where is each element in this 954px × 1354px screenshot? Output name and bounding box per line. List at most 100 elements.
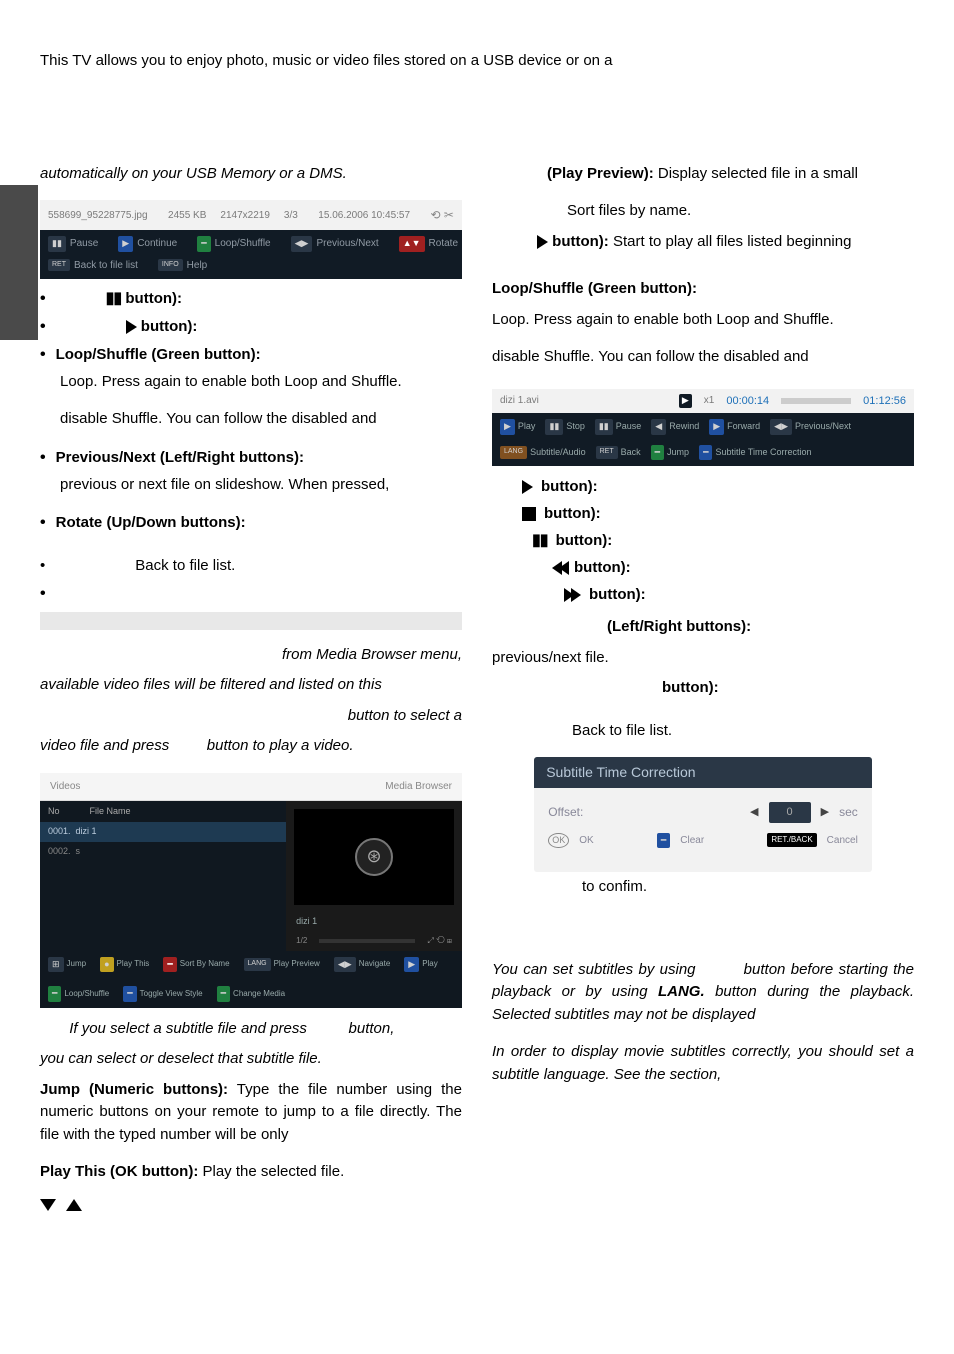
- play-ss-tcur: 00:00:14: [726, 393, 769, 410]
- r-loop-text: Loop. Press again to enable both Loop an…: [492, 309, 914, 332]
- ss-help: Help: [187, 258, 208, 273]
- pause-icon: ▮▮: [532, 529, 548, 553]
- blue-key-icon: ━: [657, 833, 670, 849]
- two-columns: automatically on your USB Memory or a DM…: [40, 163, 914, 1219]
- pause-icon: ▮▮: [106, 287, 122, 311]
- forward-icon: [567, 588, 581, 602]
- playbtn-head: button):: [548, 233, 609, 250]
- ss-back: Back to file list: [74, 258, 138, 273]
- play-ss-file: dizi 1.avi: [500, 393, 667, 408]
- pause-btn-item: ▮▮ button):: [106, 287, 182, 311]
- offset-label: Offset:: [548, 803, 583, 821]
- left-arrow-icon: ◀: [750, 804, 758, 821]
- clear-label: Clear: [680, 833, 704, 848]
- play-icon: [537, 235, 548, 249]
- mb-line2: available video files will be filtered a…: [40, 674, 462, 697]
- col-file: File Name: [90, 805, 131, 819]
- btn-play-line: button):: [522, 476, 914, 499]
- play-screenshot: dizi 1.avi ▶ x1 00:00:14 01:12:56 ▶Play …: [492, 389, 914, 467]
- gray-strip: [40, 612, 462, 630]
- rotate-head-line: • Rotate (Up/Down buttons):: [40, 511, 462, 535]
- photo-screenshot: 558699_95228775.jpg 2455 KB 2147x2219 3/…: [40, 200, 462, 279]
- videos-screenshot: Videos Media Browser No File Name 0001. …: [40, 773, 462, 1008]
- rewind-icon: [552, 561, 566, 575]
- videos-body: No File Name 0001. dizi 1 0002. s ⊛ dizi…: [40, 801, 462, 951]
- btn-fwd-line: button):: [567, 584, 914, 607]
- cancel-label: Cancel: [827, 833, 858, 848]
- back-line: • Back to file list.: [40, 555, 462, 578]
- bullet-icon: •: [40, 511, 46, 535]
- play-ss-top: dizi 1.avi ▶ x1 00:00:14 01:12:56: [492, 389, 914, 414]
- down-up-arrows: [40, 1192, 462, 1219]
- col-no: No: [48, 805, 60, 819]
- bullet-icon: •: [40, 287, 46, 311]
- play-btn-label: button):: [137, 318, 198, 335]
- playbtn-wrap: button):: [537, 233, 609, 250]
- intro-text: This TV allows you to enjoy photo, music…: [40, 50, 914, 73]
- btn-rew-line: button):: [552, 557, 914, 580]
- prev-next-file: previous/next file.: [492, 647, 914, 670]
- prevnext-text: previous or next file on slideshow. When…: [60, 474, 462, 497]
- up-icon: [66, 1199, 82, 1211]
- prevnext-head: Previous/Next (Left/Right buttons):: [56, 447, 304, 470]
- pause-button-line: • ▮▮ button):: [40, 287, 462, 311]
- play-ss-bar: ▶Play ▮▮Stop ▮▮Pause ◀Rewind ▶Forward ◀▶…: [492, 413, 914, 466]
- play-button-line: • button):: [40, 315, 462, 339]
- playthis-head: Play This (OK button):: [40, 1163, 198, 1180]
- prevnext-head-line: • Previous/Next (Left/Right buttons):: [40, 446, 462, 470]
- mb-line1: from Media Browser menu,: [40, 644, 462, 667]
- loop-head: Loop/Shuffle (Green button):: [56, 344, 261, 367]
- play-ss-pbar: [781, 398, 851, 404]
- videos-title: Videos: [50, 779, 80, 794]
- sub-note: If you select a subtitle file and press: [69, 1020, 307, 1037]
- ok-label: OK: [579, 833, 593, 848]
- rotate-head: Rotate (Up/Down buttons):: [56, 512, 246, 535]
- mb-line3: button to select a: [40, 705, 462, 728]
- videos-title-right: Media Browser: [385, 779, 452, 794]
- lang-btn: button):: [662, 677, 914, 700]
- play-ss-ttot: 01:12:56: [863, 393, 906, 410]
- auto-line: automatically on your USB Memory or a DM…: [40, 163, 462, 186]
- mb-line4: video file and press: [40, 737, 169, 754]
- ss-continue: Continue: [137, 236, 177, 251]
- subcorr-offset-row: Offset: ◀ 0 ▶ sec: [548, 802, 858, 823]
- play-btn-item: button):: [126, 316, 198, 339]
- r-loop-head: Loop/Shuffle (Green button):: [492, 278, 914, 301]
- ss-meta: 2455 KB 2147x2219 3/3: [168, 208, 298, 223]
- ss-date: 15.06.2006 10:45:57: [318, 208, 410, 223]
- playthis-para: Play This (OK button): Play the selected…: [40, 1161, 462, 1184]
- playthis-text: Play the selected file.: [198, 1163, 344, 1180]
- videos-cols: No File Name: [40, 801, 286, 823]
- set-sub-para: You can set subtitles by using button be…: [492, 959, 914, 1027]
- loop-text: Loop. Press again to enable both Loop an…: [60, 371, 462, 394]
- play-ss-pbox: ▶: [679, 394, 692, 408]
- subcorr-buttons: OK OK ━ Clear RET./BACK Cancel: [548, 833, 858, 849]
- ss-rotate: Rotate: [429, 236, 458, 251]
- pause-btn-label: button):: [121, 290, 182, 307]
- ss-prevnext: Previous/Next: [316, 236, 378, 251]
- videos-list: No File Name 0001. dizi 1 0002. s: [40, 801, 286, 951]
- confirm-text: to confim.: [582, 876, 914, 899]
- ret-key-icon: RET./BACK: [767, 833, 816, 847]
- sub-note-wrap: If you select a subtitle file and press …: [40, 1018, 462, 1041]
- videos-preview: ⊛ dizi 1 1/2 ⤢ ⟲ ⊞: [286, 801, 462, 951]
- sub-note-b: button,: [349, 1020, 395, 1037]
- playbtn-text: Start to play all files listed beginning: [609, 233, 852, 250]
- bullet-icon: •: [40, 446, 46, 470]
- play-ss-x: x1: [704, 393, 715, 408]
- jump-para: Jump (Numeric buttons): Type the file nu…: [40, 1079, 462, 1147]
- videos-hdr: Videos Media Browser: [40, 773, 462, 801]
- sort-text: Sort files by name.: [567, 200, 914, 223]
- playprev-text: Display selected file in a small: [654, 165, 858, 182]
- ss-filename: 558699_95228775.jpg: [48, 208, 148, 223]
- r-shuffle-text: disable Shuffle. You can follow the disa…: [492, 346, 914, 369]
- disp-para: In order to display movie subtitles corr…: [492, 1041, 914, 1086]
- ss-res: 2147x2219: [220, 208, 270, 223]
- button-stack: button): button): ▮▮ button): button): b…: [522, 476, 914, 606]
- reel-icon: ⊛: [355, 838, 393, 876]
- r-back-line: Back to file list.: [572, 720, 914, 743]
- lr-buttons: (Left/Right buttons):: [607, 616, 914, 639]
- playprev-para: (Play Preview): Display selected file in…: [547, 163, 914, 186]
- ss-icons: ⟲ ✂: [431, 206, 454, 224]
- play-icon: [126, 320, 137, 334]
